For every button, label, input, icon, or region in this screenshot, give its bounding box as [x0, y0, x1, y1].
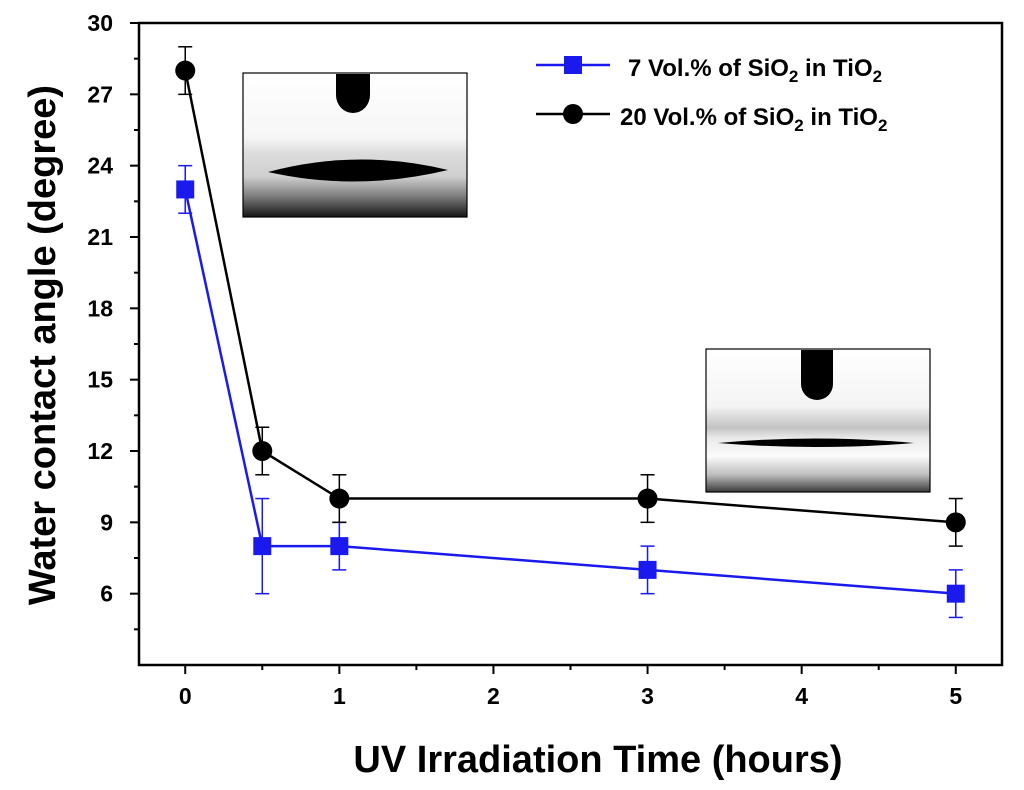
data-point	[329, 488, 350, 509]
x-tick-label: 2	[487, 683, 500, 709]
data-point	[945, 512, 966, 533]
data-point	[175, 60, 196, 81]
legend-label-series-2: 20 Vol.% of SiO2 in TiO2	[620, 104, 887, 135]
y-axis-title: Water contact angle (degree)	[22, 85, 64, 605]
x-tick-label: 0	[179, 683, 192, 709]
y-tick-label: 24	[87, 153, 113, 179]
x-tick-label: 5	[949, 683, 962, 709]
y-tick-label: 30	[87, 10, 113, 36]
data-point	[252, 441, 273, 461]
data-point	[637, 488, 658, 509]
x-tick-label: 1	[333, 683, 346, 709]
x-tick-label: 3	[641, 683, 654, 709]
y-tick-label: 6	[100, 581, 113, 607]
y-tick-label: 27	[87, 81, 113, 107]
data-series	[175, 46, 966, 619]
legend-label-series-1: 7 Vol.% of SiO2 in TiO2	[628, 55, 882, 86]
y-tick-label: 12	[87, 438, 113, 464]
data-point	[330, 537, 349, 556]
data-point	[176, 180, 195, 199]
series-2	[175, 46, 966, 547]
data-point	[638, 560, 657, 579]
x-axis-ticks	[184, 665, 957, 674]
inset-droplet-initial	[242, 72, 468, 218]
y-tick-label: 21	[87, 224, 113, 250]
x-axis-title: UV Irradiation Time (hours)	[353, 739, 842, 781]
data-point	[253, 537, 272, 556]
data-point	[946, 584, 965, 603]
inset-droplet-spread	[705, 348, 931, 493]
y-axis-tick-labels: 6 9 12 15 18 21 24 27 30	[87, 10, 113, 607]
legend-marker-series-2	[563, 104, 583, 124]
y-tick-label: 9	[100, 509, 113, 535]
series-1	[176, 164, 965, 619]
legend-marker-series-1	[564, 56, 582, 74]
y-tick-label: 18	[87, 295, 113, 321]
x-axis-tick-labels: 0 1 2 3 4 5	[179, 683, 963, 709]
legend: 7 Vol.% of SiO2 in TiO2 20 Vol.% of SiO2…	[536, 55, 887, 135]
y-axis-ticks	[130, 22, 139, 631]
x-tick-label: 4	[795, 683, 808, 709]
y-tick-label: 15	[87, 367, 113, 393]
